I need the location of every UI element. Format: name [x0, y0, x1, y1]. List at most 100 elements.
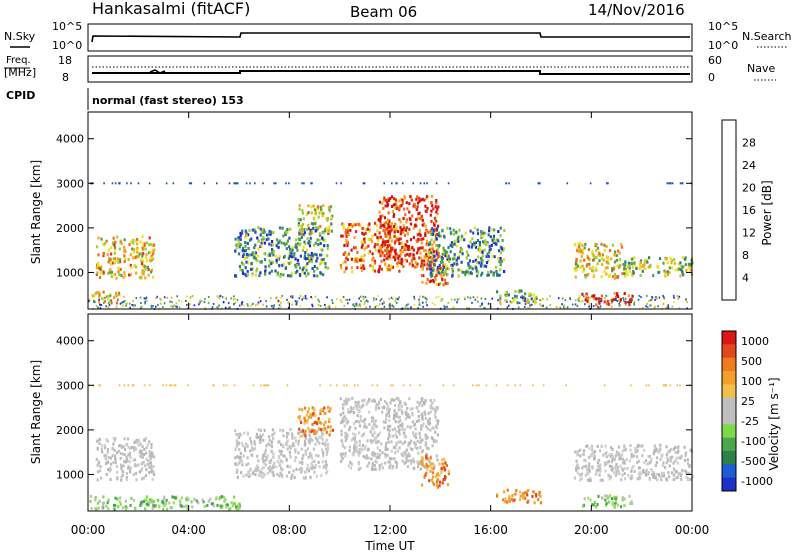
velocity-cell	[313, 421, 316, 425]
power-cell	[310, 253, 313, 257]
power-cell	[288, 274, 291, 278]
power-cell	[603, 270, 606, 274]
power-cell	[263, 258, 267, 262]
velocity-cell	[579, 454, 582, 458]
velocity-cell	[319, 412, 322, 416]
power-cell	[233, 295, 235, 298]
power-cell	[403, 196, 406, 200]
power-cell	[433, 303, 436, 306]
power-heatmap	[88, 182, 694, 310]
velocity-cell	[307, 469, 311, 473]
velocity-cell	[419, 441, 422, 445]
power-cell	[287, 254, 291, 258]
velocity-cell	[278, 464, 281, 468]
power-cell	[155, 297, 157, 300]
power-cell	[142, 259, 145, 263]
power-cell	[113, 243, 116, 247]
power-cell	[275, 297, 277, 300]
power-cell	[420, 241, 423, 245]
velocity-cell	[407, 441, 410, 445]
velocity-cell	[611, 447, 614, 451]
power-cell	[522, 299, 524, 302]
velocity-cell	[321, 442, 324, 446]
velocity-cell	[294, 436, 297, 440]
velocity-cell	[314, 442, 317, 446]
power-cell	[613, 298, 616, 301]
velocity-cell	[366, 400, 369, 404]
velocity-cell	[355, 445, 358, 449]
power-cell	[288, 300, 290, 303]
power-cell	[217, 306, 219, 309]
power-cell	[294, 265, 298, 269]
power-cell	[243, 249, 246, 253]
velocity-cell	[135, 441, 139, 445]
velocity-cell	[146, 463, 149, 466]
velocity-cell	[121, 506, 124, 510]
power-cell	[595, 256, 598, 260]
velocity-cell	[299, 470, 303, 474]
velocity-cell	[366, 439, 369, 443]
power-cell	[363, 302, 366, 305]
power-cell	[132, 299, 134, 302]
power-cell	[463, 296, 466, 299]
velocity-cell	[355, 407, 359, 411]
power-cell	[244, 266, 247, 270]
velocity-cell	[370, 457, 373, 461]
power-cell	[648, 300, 650, 303]
velocity-cell	[238, 506, 241, 510]
velocity-cell	[628, 459, 631, 463]
velocity-cell	[126, 459, 129, 463]
velocity-cell	[252, 384, 255, 387]
power-cell	[373, 245, 376, 249]
velocity-cell	[502, 498, 505, 502]
power-cell	[444, 263, 447, 267]
velocity-cell	[234, 505, 238, 509]
velocity-cell	[360, 447, 363, 451]
power-cell	[395, 200, 398, 204]
power-cell	[297, 242, 300, 246]
velocity-cell	[257, 466, 260, 470]
power-cell	[313, 269, 316, 273]
power-cell	[262, 182, 264, 185]
power-cell	[351, 224, 354, 228]
power-cell	[369, 264, 372, 268]
power-cell	[396, 261, 399, 265]
power-cell	[301, 182, 303, 185]
power-cell	[584, 303, 586, 306]
power-cell	[499, 263, 502, 267]
velocity-cell	[89, 499, 92, 503]
power-cell	[429, 255, 432, 259]
power-cell	[437, 283, 440, 286]
velocity-cell	[623, 461, 626, 465]
power-cell	[392, 225, 396, 228]
velocity-cell	[152, 472, 156, 476]
power-cell	[493, 228, 496, 232]
power-cell	[542, 304, 544, 307]
power-cell	[300, 224, 303, 228]
power-cell	[395, 207, 398, 210]
velocity-cell	[621, 449, 624, 453]
power-cell	[371, 239, 374, 243]
velocity-cell	[687, 462, 690, 466]
power-cell	[549, 304, 552, 306]
power-cell	[132, 304, 135, 307]
velocity-cell	[636, 445, 639, 449]
power-cell	[290, 295, 292, 298]
velocity-cell	[431, 401, 434, 405]
power-cell	[499, 256, 502, 260]
velocity-cell	[239, 471, 243, 475]
velocity-cell	[513, 498, 516, 502]
velocity-cell	[233, 495, 236, 499]
power-cell	[435, 219, 438, 223]
power-cell	[108, 295, 110, 298]
velocity-cell	[341, 417, 345, 421]
power-cell	[144, 300, 146, 303]
velocity-cell	[245, 442, 248, 446]
power-cell	[425, 301, 428, 304]
power-cell	[631, 294, 634, 298]
velocity-cell	[612, 471, 615, 475]
velocity-cell	[425, 471, 428, 475]
velocity-cell	[580, 477, 583, 481]
noise-tick-bottom-right: 10^0	[708, 39, 738, 52]
velocity-cell	[575, 468, 578, 472]
